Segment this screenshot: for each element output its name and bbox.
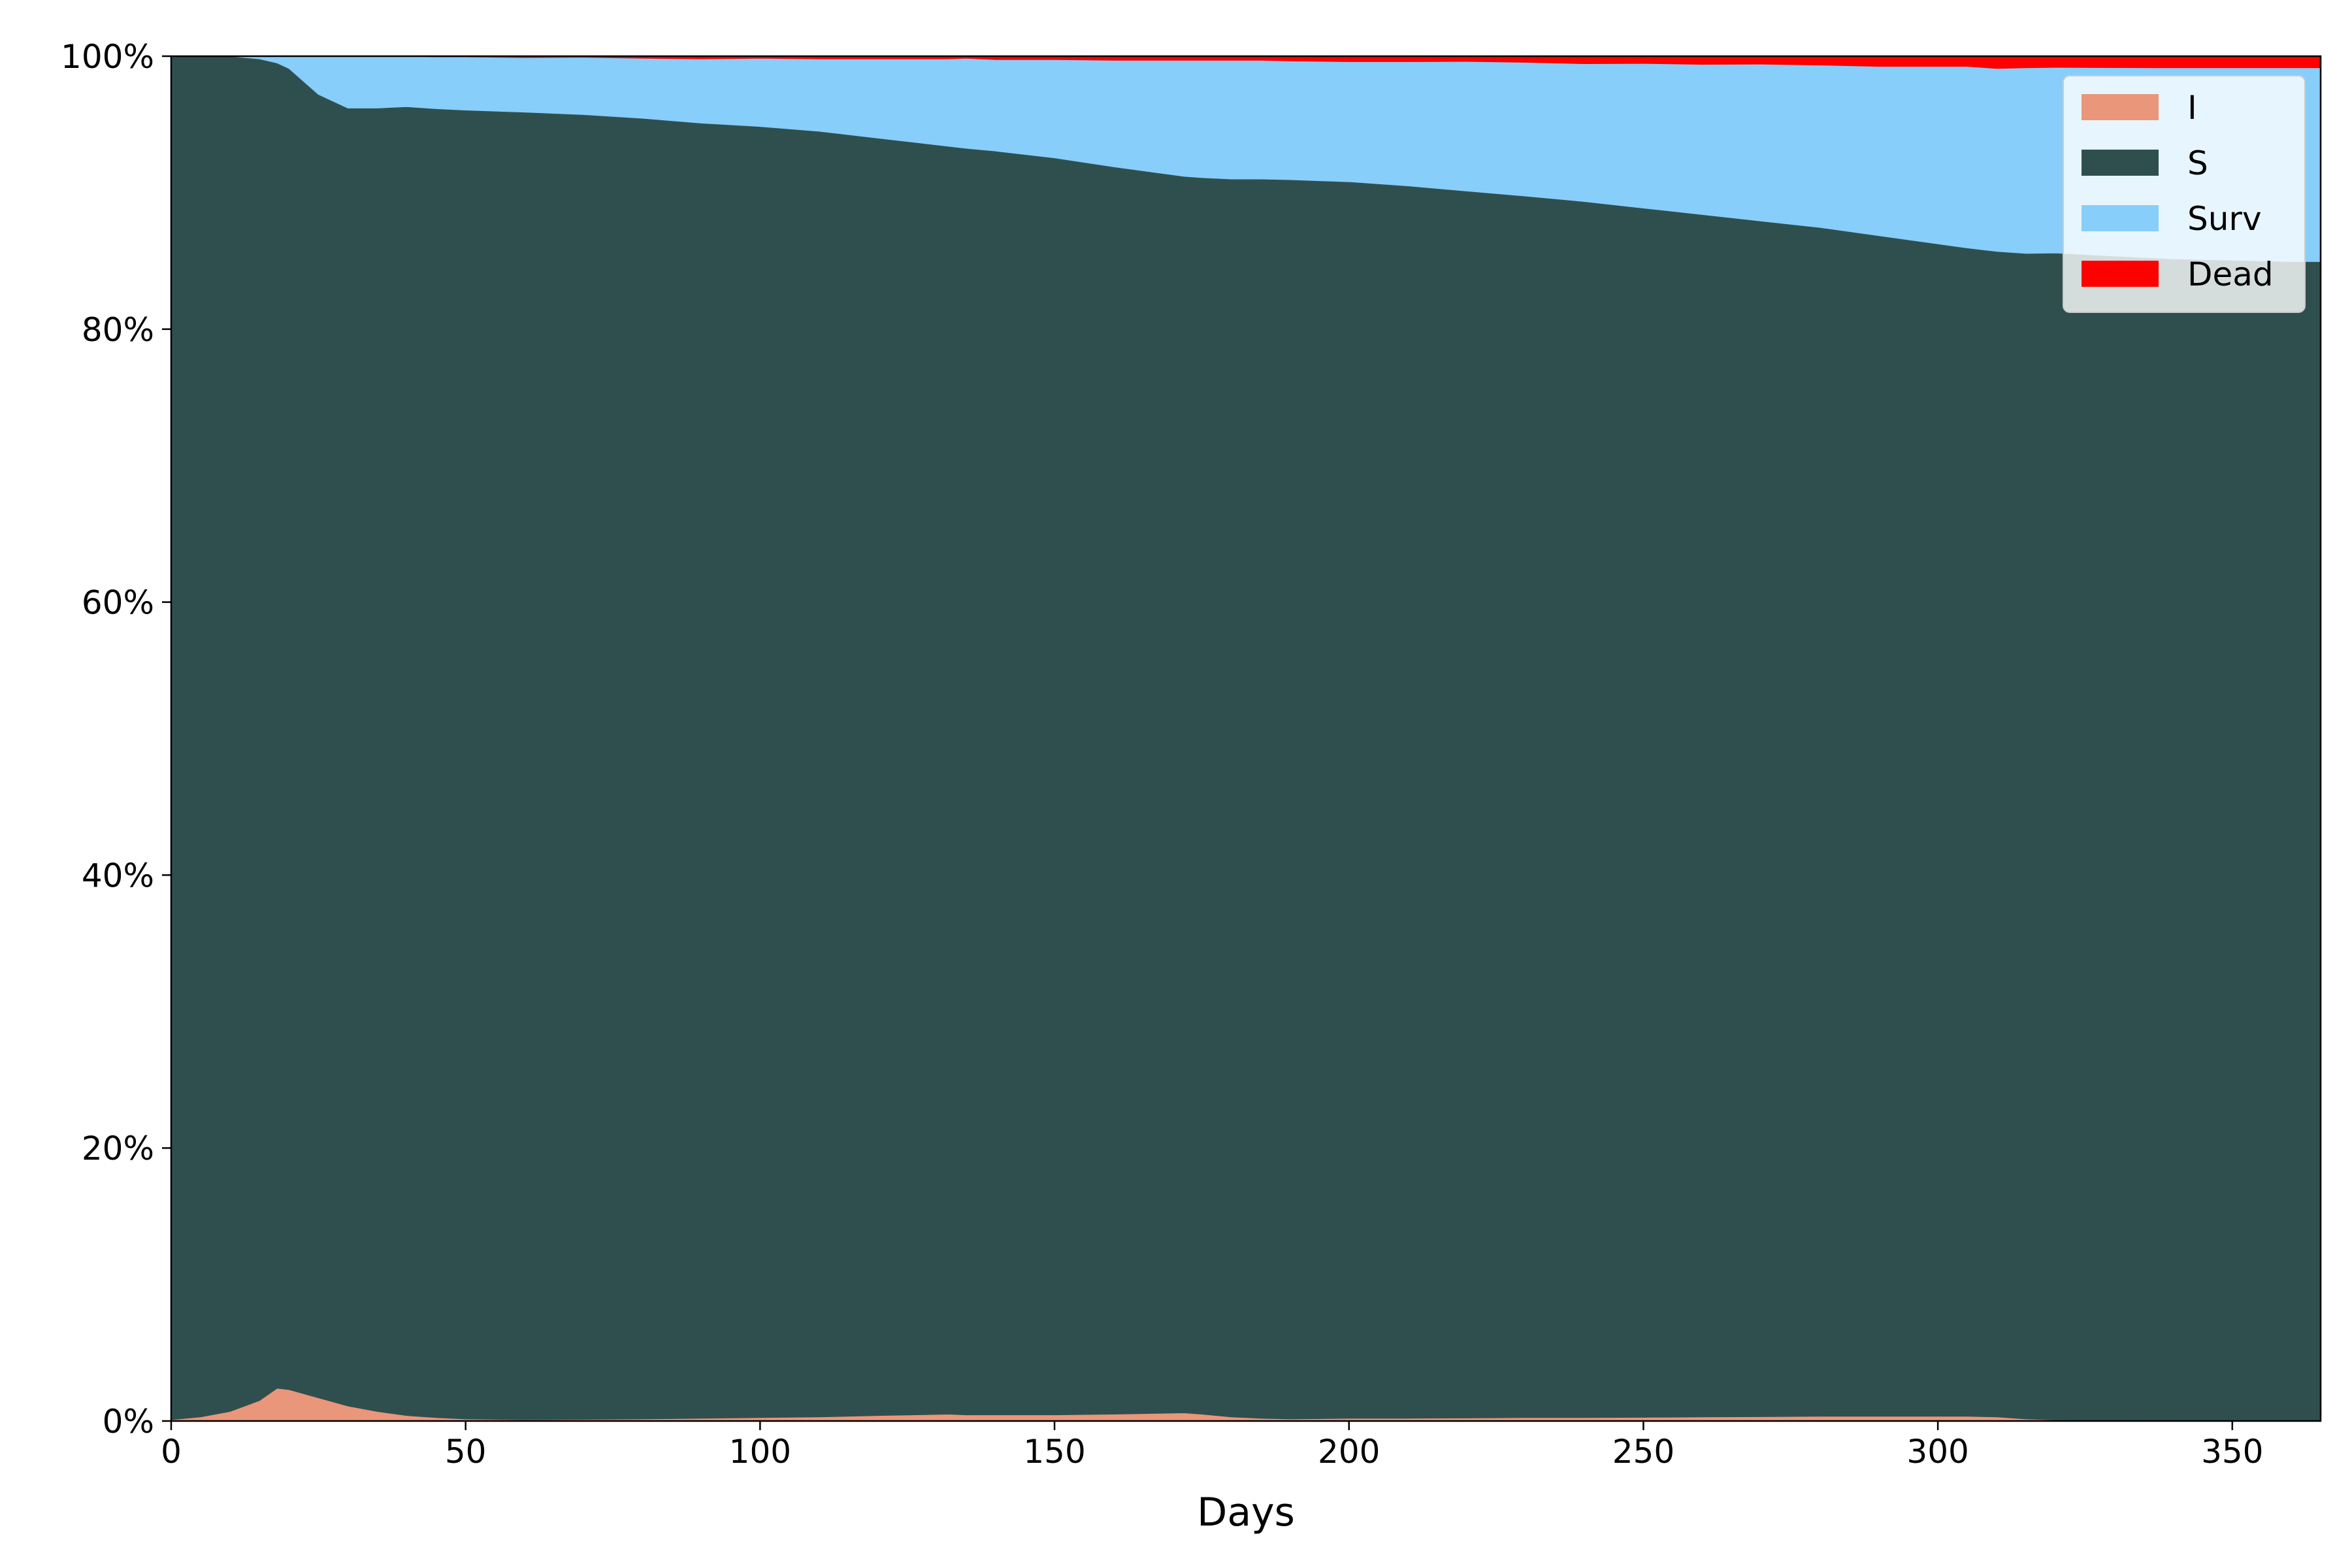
- legend-swatch-dead: [2082, 261, 2159, 287]
- x-tick-label: 150: [1023, 1433, 1085, 1471]
- legend: IS Surv Dead: [2063, 75, 2306, 313]
- legend-box: [2063, 75, 2306, 313]
- x-tick-label: 350: [2201, 1433, 2263, 1471]
- y-tick-label: 40%: [82, 857, 154, 894]
- legend-swatch-s: [2082, 150, 2159, 176]
- legend-swatch-i: [2082, 94, 2159, 120]
- area-layers: [171, 56, 2321, 1422]
- y-tick-label: 60%: [82, 584, 154, 622]
- legend-label-s: S: [2187, 144, 2208, 182]
- y-axis-ticks: 0% 20% 40% 60% 80% 100%: [61, 38, 171, 1441]
- legend-label-surv: Surv: [2187, 200, 2262, 238]
- y-tick-label: 100%: [61, 38, 154, 76]
- y-tick-label: 80%: [82, 311, 154, 349]
- legend-label-dead: Dead: [2187, 255, 2274, 293]
- y-tick-label: 20%: [82, 1130, 154, 1168]
- legend-label-i: I: [2187, 89, 2197, 127]
- x-tick-label: 300: [1906, 1433, 1968, 1471]
- x-tick-label: 50: [445, 1433, 487, 1471]
- x-tick-label: 250: [1612, 1433, 1674, 1471]
- x-axis-ticks: 0 50 100 150 200 250 300 350: [161, 1421, 2264, 1471]
- plot-frame: [170, 55, 2322, 1422]
- area-series-s: [171, 56, 2321, 1421]
- x-tick-label: 0: [161, 1433, 182, 1471]
- x-axis-label: Days: [1197, 1490, 1295, 1535]
- y-tick-label: 0%: [103, 1403, 154, 1441]
- x-tick-label: 200: [1318, 1433, 1380, 1471]
- x-tick-label: 100: [729, 1433, 791, 1471]
- legend-swatch-surv: [2082, 205, 2159, 231]
